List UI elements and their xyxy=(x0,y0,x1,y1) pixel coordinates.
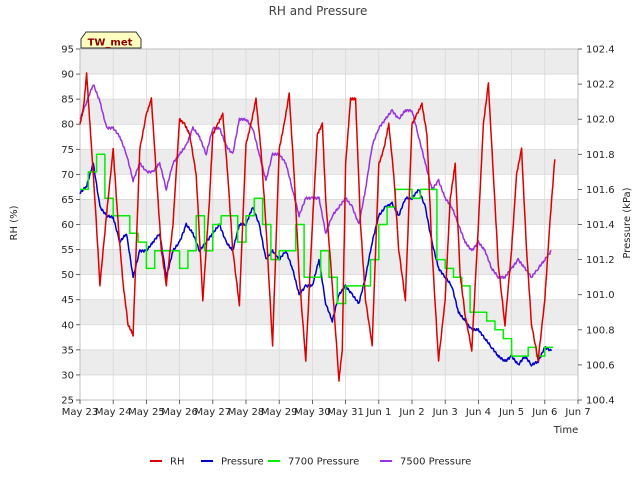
plot-band xyxy=(80,49,578,75)
left-tick-label: 80 xyxy=(61,120,74,131)
left-tick-label: 60 xyxy=(61,220,74,231)
station-badge-label: TW_met xyxy=(88,38,133,49)
right-tick-label: 102.2 xyxy=(586,80,615,91)
station-badge: TW_met xyxy=(80,31,142,49)
x-tick-label: Jun 4 xyxy=(465,407,491,418)
left-tick-label: 65 xyxy=(61,195,74,206)
left-tick-label: 75 xyxy=(61,145,74,156)
left-tick-label: 30 xyxy=(61,370,74,381)
x-tick-label: Jun 1 xyxy=(365,407,391,418)
series-line-rh xyxy=(79,72,556,382)
left-tick-label: 85 xyxy=(61,95,74,106)
left-axis-title: RH (%) xyxy=(9,205,20,240)
left-tick-label: 50 xyxy=(61,270,74,281)
x-tick-label: May 25 xyxy=(128,407,165,418)
left-tick-label: 40 xyxy=(61,320,74,331)
x-tick-label: May 31 xyxy=(327,407,364,418)
right-tick-label: 100.8 xyxy=(586,325,615,336)
x-tick-label: May 27 xyxy=(195,407,232,418)
x-tick-label: Jun 7 xyxy=(564,407,590,418)
series-layer xyxy=(79,72,556,382)
series-line-7500-pressure xyxy=(79,84,552,280)
right-axis: 100.4 100.6 100.8 101.0 101.2 101.4 101.6 101.8… xyxy=(578,45,615,407)
x-axis-title: Time xyxy=(553,425,578,436)
left-tick-label: 90 xyxy=(61,70,74,81)
legend-label: RH xyxy=(170,457,184,468)
left-tick-label: 55 xyxy=(61,245,74,256)
plot-band xyxy=(80,99,578,125)
plot-band xyxy=(80,199,578,225)
right-axis-title: Pressure (kPa) xyxy=(622,187,633,258)
x-tick-label: May 30 xyxy=(294,407,331,418)
right-tick-label: 102.4 xyxy=(586,45,615,56)
left-tick-label: 25 xyxy=(61,396,74,407)
left-tick-label: 95 xyxy=(61,45,74,56)
right-tick-label: 101.0 xyxy=(586,290,615,301)
chart-title: RH and Pressure xyxy=(269,4,368,18)
plot-band xyxy=(80,74,578,100)
right-tick-label: 101.4 xyxy=(586,220,615,231)
left-tick-label: 45 xyxy=(61,295,74,306)
x-tick-label: Jun 5 xyxy=(498,407,524,418)
plot-band xyxy=(80,174,578,200)
plot-band xyxy=(80,274,578,300)
x-tick-label: May 29 xyxy=(261,407,298,418)
legend: RH Pressure 7700 Pressure 7500 Pressure xyxy=(150,457,471,468)
right-tick-label: 100.6 xyxy=(586,360,615,371)
right-tick-label: 102.0 xyxy=(586,115,615,126)
x-tick-label: Jun 2 xyxy=(398,407,424,418)
legend-label: 7500 Pressure xyxy=(400,457,471,468)
x-tick-label: Jun 3 xyxy=(432,407,458,418)
series-line-7700-pressure xyxy=(80,153,554,357)
x-tick-label: May 28 xyxy=(228,407,265,418)
legend-label: Pressure xyxy=(221,457,264,468)
left-tick-label: 35 xyxy=(61,345,74,356)
legend-label: 7700 Pressure xyxy=(288,457,359,468)
plot-band xyxy=(80,149,578,175)
right-tick-label: 100.4 xyxy=(586,396,615,407)
x-tick-label: May 24 xyxy=(95,407,132,418)
right-tick-label: 101.8 xyxy=(586,150,615,161)
left-tick-label: 70 xyxy=(61,170,74,181)
x-tick-label: May 23 xyxy=(62,407,99,418)
left-axis: 25 30 35 40 45 50 55 60 65 70 75 80 85 90 95 xyxy=(61,45,80,407)
x-tick-label: May 26 xyxy=(161,407,198,418)
plot-background-bands xyxy=(80,49,578,400)
plot-band xyxy=(80,374,578,400)
right-tick-label: 101.6 xyxy=(586,185,615,196)
plot-band xyxy=(80,124,578,150)
x-tick-label: Jun 6 xyxy=(531,407,557,418)
plot-band xyxy=(80,349,578,375)
right-tick-label: 101.2 xyxy=(586,255,615,266)
